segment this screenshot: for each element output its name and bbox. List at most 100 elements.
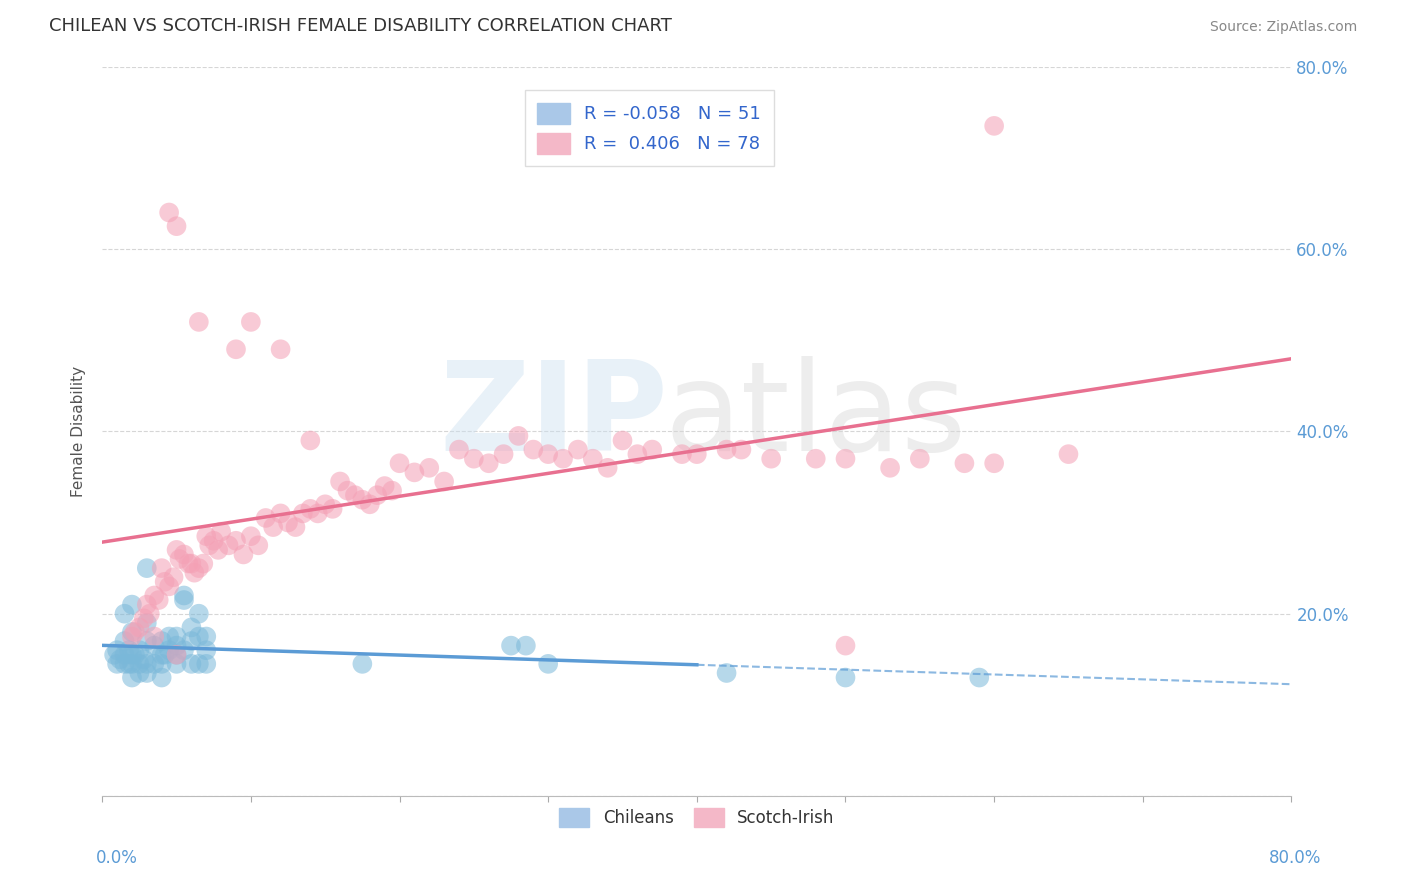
Point bbox=[322, 501, 344, 516]
Point bbox=[153, 574, 176, 589]
Point bbox=[209, 524, 232, 539]
Point bbox=[515, 639, 537, 653]
Point bbox=[447, 442, 470, 457]
Point bbox=[157, 205, 180, 219]
Point bbox=[135, 634, 157, 648]
Point bbox=[148, 593, 170, 607]
Point bbox=[299, 434, 322, 448]
Point bbox=[1057, 447, 1080, 461]
Point bbox=[759, 451, 782, 466]
Point bbox=[173, 593, 195, 607]
Point bbox=[277, 516, 299, 530]
Point bbox=[121, 598, 143, 612]
Point bbox=[463, 451, 485, 466]
Point bbox=[686, 447, 709, 461]
Point bbox=[169, 552, 191, 566]
Point bbox=[551, 451, 574, 466]
Point bbox=[299, 501, 322, 516]
Point bbox=[143, 589, 166, 603]
Point bbox=[404, 466, 426, 480]
Text: 80.0%: 80.0% bbox=[1270, 849, 1322, 867]
Point bbox=[508, 429, 530, 443]
Point bbox=[983, 456, 1005, 470]
Point bbox=[105, 643, 128, 657]
Point bbox=[135, 665, 157, 680]
Point bbox=[128, 665, 150, 680]
Point bbox=[218, 538, 240, 552]
Point bbox=[143, 657, 166, 671]
Point bbox=[953, 456, 976, 470]
Point bbox=[183, 566, 205, 580]
Point bbox=[177, 557, 200, 571]
Point bbox=[522, 442, 544, 457]
Point bbox=[834, 451, 856, 466]
Point bbox=[187, 561, 209, 575]
Point bbox=[195, 657, 218, 671]
Point bbox=[121, 624, 143, 639]
Point bbox=[187, 315, 209, 329]
Point bbox=[150, 561, 173, 575]
Point bbox=[433, 475, 456, 489]
Text: CHILEAN VS SCOTCH-IRISH FEMALE DISABILITY CORRELATION CHART: CHILEAN VS SCOTCH-IRISH FEMALE DISABILIT… bbox=[49, 17, 672, 35]
Text: Source: ZipAtlas.com: Source: ZipAtlas.com bbox=[1209, 21, 1357, 34]
Point bbox=[187, 657, 209, 671]
Point bbox=[207, 542, 229, 557]
Point bbox=[135, 615, 157, 630]
Point bbox=[195, 630, 218, 644]
Point bbox=[381, 483, 404, 498]
Point bbox=[225, 343, 247, 357]
Y-axis label: Female Disability: Female Disability bbox=[72, 366, 86, 497]
Point bbox=[270, 343, 292, 357]
Point bbox=[135, 561, 157, 575]
Point bbox=[225, 533, 247, 548]
Point bbox=[195, 643, 218, 657]
Point bbox=[135, 598, 157, 612]
Point bbox=[124, 624, 146, 639]
Point bbox=[366, 488, 388, 502]
Point bbox=[499, 639, 522, 653]
Point bbox=[388, 456, 411, 470]
Point bbox=[329, 475, 352, 489]
Point bbox=[716, 665, 738, 680]
Point bbox=[180, 657, 202, 671]
Point bbox=[128, 620, 150, 634]
Point bbox=[150, 634, 173, 648]
Point bbox=[180, 557, 202, 571]
Point bbox=[166, 648, 188, 662]
Point bbox=[187, 607, 209, 621]
Point bbox=[336, 483, 359, 498]
Point bbox=[132, 652, 155, 666]
Point bbox=[143, 639, 166, 653]
Point bbox=[153, 648, 176, 662]
Point bbox=[193, 557, 215, 571]
Point bbox=[352, 657, 374, 671]
Point bbox=[114, 607, 136, 621]
Point bbox=[879, 460, 901, 475]
Point bbox=[804, 451, 827, 466]
Point bbox=[114, 648, 136, 662]
Point bbox=[537, 657, 560, 671]
Point bbox=[596, 460, 619, 475]
Point bbox=[173, 643, 195, 657]
Point bbox=[121, 648, 143, 662]
Point bbox=[291, 507, 314, 521]
Point bbox=[124, 648, 146, 662]
Text: 0.0%: 0.0% bbox=[96, 849, 138, 867]
Point bbox=[418, 460, 440, 475]
Point bbox=[114, 657, 136, 671]
Point bbox=[180, 620, 202, 634]
Point bbox=[730, 442, 752, 457]
Point bbox=[582, 451, 605, 466]
Point bbox=[173, 548, 195, 562]
Point bbox=[157, 579, 180, 593]
Point bbox=[187, 630, 209, 644]
Point bbox=[166, 219, 188, 234]
Point bbox=[284, 520, 307, 534]
Point bbox=[150, 657, 173, 671]
Point bbox=[135, 657, 157, 671]
Point bbox=[121, 630, 143, 644]
Point bbox=[254, 511, 277, 525]
Point bbox=[114, 634, 136, 648]
Point bbox=[716, 442, 738, 457]
Point bbox=[150, 671, 173, 685]
